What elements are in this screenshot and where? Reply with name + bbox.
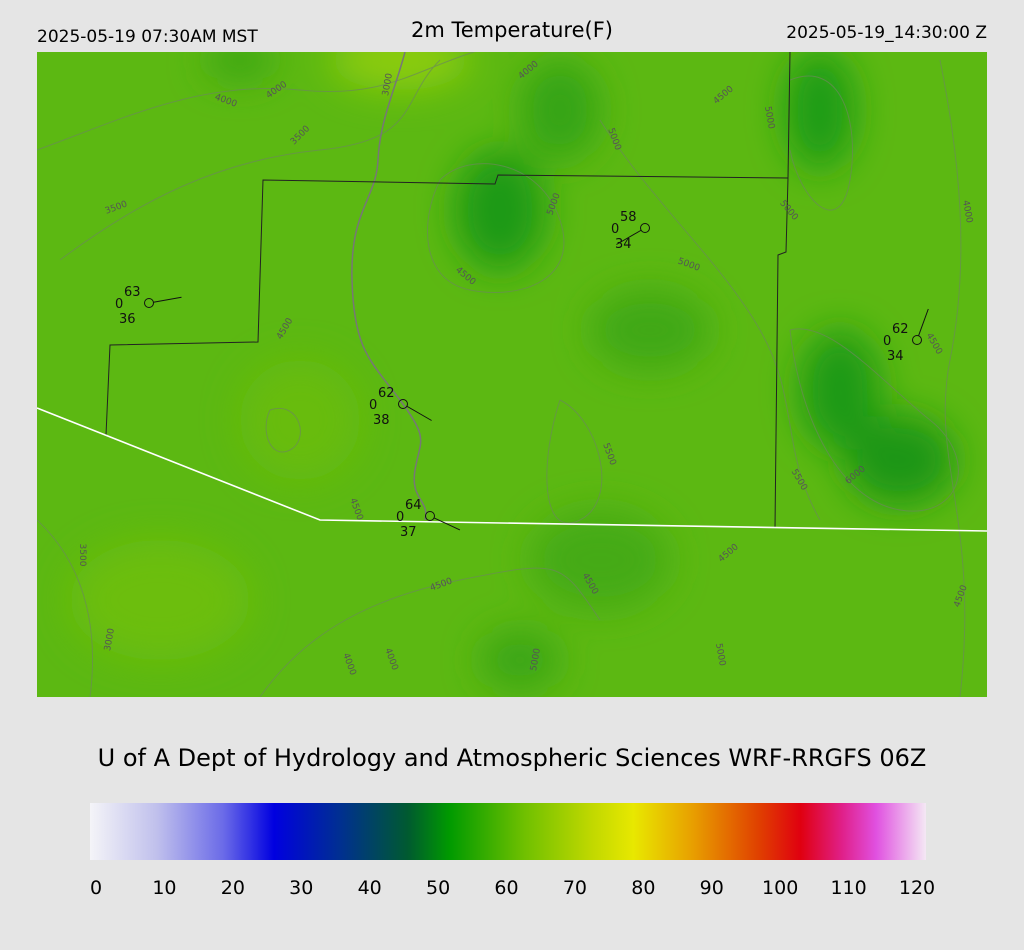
colorbar-tick-label: 20 <box>221 877 245 899</box>
station-dewpoint: 34 <box>615 237 632 252</box>
station-circle <box>425 511 435 521</box>
station-dewpoint: 34 <box>887 349 904 364</box>
wind-barb <box>918 308 929 336</box>
station-circle <box>144 298 154 308</box>
colorbar-tick-label: 110 <box>830 877 866 899</box>
contour-label: 3500 <box>77 544 87 567</box>
temperature-field <box>70 52 955 690</box>
station-circle <box>912 335 922 345</box>
station-circle <box>640 223 650 233</box>
colorbar-tick-label: 120 <box>899 877 935 899</box>
station-circle <box>398 399 408 409</box>
colorbar-tick-label: 50 <box>426 877 450 899</box>
colorbar <box>90 803 926 860</box>
colorbar-tick-label: 40 <box>358 877 382 899</box>
utc-time: 2025-05-19_14:30:00 Z <box>786 23 987 43</box>
contour-label: 3000 <box>103 627 117 652</box>
wind-barb <box>153 296 182 303</box>
station-dewpoint: 38 <box>373 413 390 428</box>
station-temperature: 58 <box>620 210 637 225</box>
colorbar-tick-label: 70 <box>563 877 587 899</box>
colorbar-tick-label: 80 <box>631 877 655 899</box>
station-cloud: 0 <box>396 510 404 525</box>
station-dewpoint: 37 <box>400 525 417 540</box>
station-cloud: 0 <box>883 334 891 349</box>
wind-barb <box>616 229 642 245</box>
wind-barb <box>433 517 461 531</box>
state-border <box>37 407 987 532</box>
station-dewpoint: 36 <box>119 312 136 327</box>
contour-lines <box>37 52 966 697</box>
colorbar-tick-label: 100 <box>762 877 798 899</box>
station-temperature: 63 <box>124 285 141 300</box>
station-cloud: 0 <box>611 222 619 237</box>
station-temperature: 62 <box>892 322 909 337</box>
station-cloud: 0 <box>369 398 377 413</box>
map-title: 2m Temperature(F) <box>411 18 613 42</box>
colorbar-tick-label: 0 <box>90 877 102 899</box>
contour-label: 5000 <box>713 643 727 668</box>
colorbar-tick-label: 90 <box>700 877 724 899</box>
rivers <box>351 52 427 521</box>
contour-label: 5000 <box>529 647 543 672</box>
contour-label: 4000 <box>960 200 974 225</box>
colorbar-tick-label: 30 <box>289 877 313 899</box>
colorbar-tick-label: 10 <box>152 877 176 899</box>
station-temperature: 62 <box>378 386 395 401</box>
station-temperature: 64 <box>405 498 422 513</box>
local-time: 2025-05-19 07:30AM MST <box>37 27 258 47</box>
colorbar-ticks: 0 10 20 30 40 50 60 70 80 90 100 110 120 <box>90 877 935 899</box>
contour-label: 3000 <box>381 72 395 97</box>
station-cloud: 0 <box>115 297 123 312</box>
colorbar-tick-label: 60 <box>494 877 518 899</box>
county-borders <box>105 52 791 529</box>
credit: U of A Dept of Hydrology and Atmospheric… <box>98 744 927 772</box>
contour-label: 5000 <box>762 106 776 131</box>
wind-barb <box>406 405 432 421</box>
